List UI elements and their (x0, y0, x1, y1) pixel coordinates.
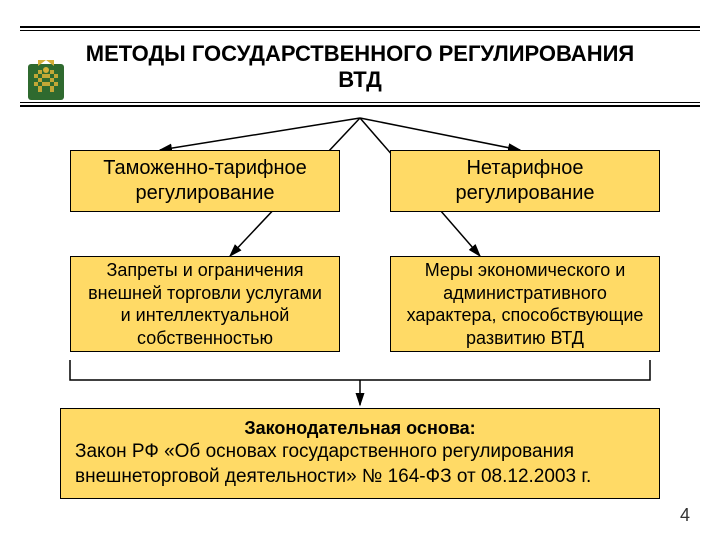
header-rule-top-inner (20, 30, 700, 31)
header-rule-bottom-inner (20, 102, 700, 103)
customs-emblem-icon (24, 56, 68, 104)
box-label: Меры экономического и административного … (401, 259, 649, 349)
header-rule-top (20, 26, 700, 28)
box-nontariff-regulation: Нетарифное регулирование (390, 150, 660, 212)
header-rule-bottom (20, 105, 700, 107)
box-prohibitions: Запреты и ограничения внешней торговли у… (70, 256, 340, 352)
page-number: 4 (680, 505, 690, 526)
box-label: Таможенно-тарифное регулирование (81, 156, 329, 206)
page-title: МЕТОДЫ ГОСУДАРСТВЕННОГО РЕГУЛИРОВАНИЯ ВТ… (80, 41, 640, 94)
law-basis-box: Законодательная основа: Закон РФ «Об осн… (60, 408, 660, 499)
law-heading: Законодательная основа: (75, 417, 645, 440)
box-economic-measures: Меры экономического и административного … (390, 256, 660, 352)
box-label: Нетарифное регулирование (401, 156, 649, 206)
law-body: Закон РФ «Об основах государственного ре… (75, 440, 645, 489)
box-tariff-regulation: Таможенно-тарифное регулирование (70, 150, 340, 212)
box-label: Запреты и ограничения внешней торговли у… (81, 259, 329, 349)
